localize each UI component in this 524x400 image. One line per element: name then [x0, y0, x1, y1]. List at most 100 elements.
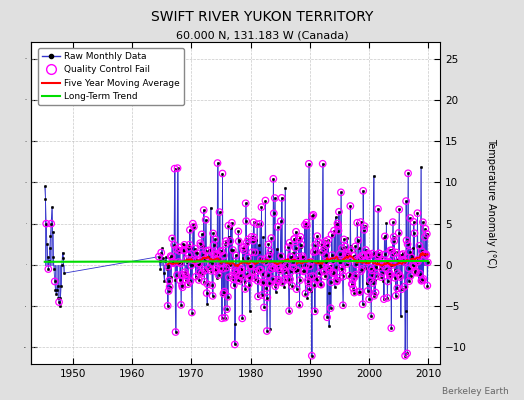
Point: [296, 234, 304, 240]
Point: [225, 274, 233, 280]
Point: [421, 234, 429, 240]
Point: [388, 247, 396, 254]
Point: [297, 241, 305, 248]
Point: [178, 282, 186, 288]
Point: [50, 278, 59, 285]
Point: [314, 239, 322, 245]
Point: [374, 253, 383, 259]
Point: [239, 247, 248, 253]
Point: [326, 305, 335, 311]
Point: [374, 206, 382, 212]
Point: [296, 277, 304, 283]
Point: [296, 302, 304, 308]
Point: [373, 259, 381, 265]
Point: [316, 264, 325, 270]
Point: [387, 272, 395, 278]
Point: [390, 274, 399, 281]
Point: [335, 208, 343, 215]
Point: [403, 241, 412, 247]
Point: [418, 248, 426, 254]
Point: [312, 277, 321, 283]
Point: [290, 236, 299, 242]
Point: [352, 261, 361, 268]
Point: [302, 262, 310, 269]
Point: [381, 266, 390, 272]
Point: [417, 278, 425, 284]
Point: [321, 252, 330, 258]
Point: [226, 238, 235, 244]
Point: [278, 195, 286, 201]
Point: [391, 292, 400, 299]
Point: [157, 249, 166, 256]
Point: [232, 270, 241, 276]
Point: [360, 227, 368, 233]
Point: [328, 252, 336, 258]
Point: [196, 242, 205, 248]
Point: [196, 240, 204, 246]
Point: [177, 302, 185, 308]
Point: [343, 261, 351, 267]
Point: [377, 274, 385, 280]
Point: [416, 270, 424, 277]
Point: [226, 262, 234, 268]
Point: [212, 251, 221, 257]
Point: [383, 259, 391, 266]
Point: [185, 252, 193, 258]
Point: [198, 231, 206, 238]
Point: [185, 227, 194, 233]
Point: [418, 277, 427, 284]
Point: [258, 279, 267, 286]
Point: [311, 308, 319, 314]
Point: [249, 238, 257, 244]
Legend: Raw Monthly Data, Quality Control Fail, Five Year Moving Average, Long-Term Tren: Raw Monthly Data, Quality Control Fail, …: [38, 48, 183, 105]
Point: [347, 281, 356, 287]
Point: [357, 268, 365, 274]
Point: [277, 218, 285, 224]
Point: [299, 255, 307, 262]
Point: [292, 286, 301, 292]
Point: [311, 242, 320, 248]
Point: [269, 176, 278, 182]
Point: [351, 274, 359, 280]
Point: [220, 252, 228, 259]
Point: [308, 213, 316, 219]
Point: [247, 234, 256, 240]
Point: [392, 256, 401, 262]
Point: [276, 268, 285, 274]
Point: [210, 252, 219, 258]
Point: [370, 293, 378, 299]
Point: [164, 263, 172, 270]
Point: [355, 289, 364, 295]
Point: [248, 249, 256, 256]
Point: [395, 230, 403, 236]
Point: [329, 270, 337, 277]
Point: [375, 250, 383, 257]
Point: [224, 222, 233, 229]
Point: [368, 250, 377, 257]
Point: [181, 269, 189, 275]
Text: 60.000 N, 131.183 W (Canada): 60.000 N, 131.183 W (Canada): [176, 30, 348, 40]
Point: [256, 266, 265, 273]
Point: [334, 223, 342, 229]
Point: [384, 278, 392, 284]
Point: [380, 296, 388, 302]
Point: [409, 262, 417, 268]
Point: [233, 267, 242, 273]
Point: [207, 268, 215, 274]
Point: [241, 286, 249, 292]
Point: [265, 252, 274, 259]
Point: [237, 265, 245, 272]
Point: [282, 262, 290, 269]
Point: [210, 250, 219, 256]
Point: [44, 266, 52, 272]
Point: [354, 237, 363, 244]
Point: [289, 259, 297, 266]
Point: [295, 236, 303, 243]
Point: [280, 276, 289, 283]
Point: [268, 264, 277, 270]
Point: [362, 258, 370, 265]
Point: [178, 284, 187, 290]
Point: [261, 256, 269, 262]
Point: [422, 252, 431, 258]
Point: [385, 258, 393, 265]
